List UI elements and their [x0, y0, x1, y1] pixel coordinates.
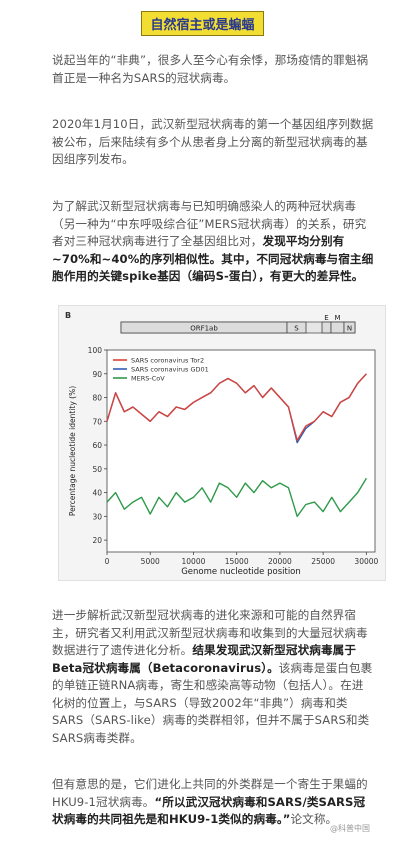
y-tick-label-100: 100: [88, 346, 103, 355]
identity-chart: B ORF1ab S E MN 20 30 40 50 60 70 80 90 100 0 5000 10000…: [65, 311, 379, 577]
genome-segment-s: [286, 321, 307, 334]
paragraph-1: 说起当年的“非典”，很多人至今心有余悸，那场疫情的罪魁祸首正是一种名为SARS的…: [52, 53, 369, 85]
x-tick-label-20000: 20000: [268, 557, 292, 566]
y-tick-label-80: 80: [92, 394, 102, 403]
paragraph-5-text: 但有意思的是，它们进化上共同的外类群是一个寄生于果蝠的HKU9-1冠状病毒。: [52, 777, 368, 809]
paragraph-2: 2020年1月10日，武汉新型冠状病毒的第一个基因组序列数据被公布，后来陆续有多…: [52, 117, 374, 166]
genome-label-m: M: [334, 314, 340, 322]
y-tick-label-90: 90: [92, 370, 102, 379]
x-tick-label-30000: 30000: [354, 557, 378, 566]
genome-label-n: N: [347, 325, 352, 333]
genome-label-s: S: [294, 325, 299, 333]
legend-label-2: MERS-CoV: [131, 375, 165, 383]
paragraph-5: 但有意思的是，它们进化上共同的外类群是一个寄生于果蝠的HKU9-1冠状病毒。“所…: [52, 776, 374, 829]
x-tick-label-0: 0: [105, 557, 110, 566]
genome-segment-e: [321, 321, 332, 334]
panel-label: B: [65, 311, 71, 320]
y-tick-label-20: 20: [92, 536, 102, 545]
x-tick-label-5000: 5000: [141, 557, 160, 566]
legend-label-0: SARS coronavirus Tor2: [131, 357, 204, 365]
watermark: @科普中国: [330, 824, 370, 833]
series-line-0: [106, 373, 367, 441]
paragraph-5-bold: “所以武汉冠状病毒和SARS/类SARS冠状病毒的共同祖先是和HKU9-1类似的…: [52, 794, 366, 827]
y-tick-label-70: 70: [92, 417, 102, 426]
y-tick-label-60: 60: [92, 441, 102, 450]
genome-segment-m: [330, 321, 345, 334]
x-tick-label-15000: 15000: [225, 557, 249, 566]
plot-area: [106, 349, 376, 553]
paragraph-4-text-2: 该病毒是蛋白包裹的单链正链RNA病毒，寄生和感染高等动物（包括人）。在进化树的位…: [52, 660, 373, 745]
x-tick-label-25000: 25000: [311, 557, 335, 566]
genome-label-orf1ab: ORF1ab: [190, 325, 218, 333]
genome-label-e: E: [324, 314, 328, 322]
paragraph-3-bold: 发现平均分别有~70%和~40%的序列相似性。其中，不同冠状病毒与宿主细胞作用的…: [52, 234, 374, 283]
paragraph-3-text: 为了解武汉新型冠状病毒与已知明确感染人的两种冠状病毒（另一种为“中东呼吸综合征”…: [52, 199, 367, 248]
y-axis-label: Percentage nucleotide identity (%): [68, 386, 77, 516]
article-title-wrap: 自然宿主或是蝙蝠: [0, 11, 405, 36]
paragraph-4-text: 进一步解析武汉新型冠状病毒的进化来源和可能的自然界宿主，研究者又利用武汉新型冠状…: [52, 608, 368, 657]
y-tick-label-30: 30: [92, 512, 102, 521]
paragraph-4-bold: 结果发现武汉新型冠状病毒属于Beta冠状病毒属（Betacoronavirus）…: [52, 643, 357, 675]
paragraph-4: 进一步解析武汉新型冠状病毒的进化来源和可能的自然界宿主，研究者又利用武汉新型冠状…: [52, 607, 374, 747]
identity-figure: B ORF1ab S E M N 20 30 40 50 60 70 80 90 100 0 5000 10000…: [58, 305, 386, 581]
paragraph-5-tail: 论文称。: [290, 812, 338, 826]
x-axis-label: Genome nucleotide position: [181, 567, 301, 577]
y-tick-label-50: 50: [92, 465, 102, 474]
series-line-2: [106, 477, 367, 518]
x-tick-label-10000: 10000: [182, 557, 206, 566]
article-title: 自然宿主或是蝙蝠: [141, 11, 264, 36]
genome-segment-n: [343, 321, 356, 334]
paragraph-3: 为了解武汉新型冠状病毒与已知明确感染人的两种冠状病毒（另一种为“中东呼吸综合征”…: [52, 198, 374, 286]
y-tick-label-40: 40: [92, 489, 102, 498]
legend-label-1: SARS coronavirus GD01: [131, 366, 209, 374]
